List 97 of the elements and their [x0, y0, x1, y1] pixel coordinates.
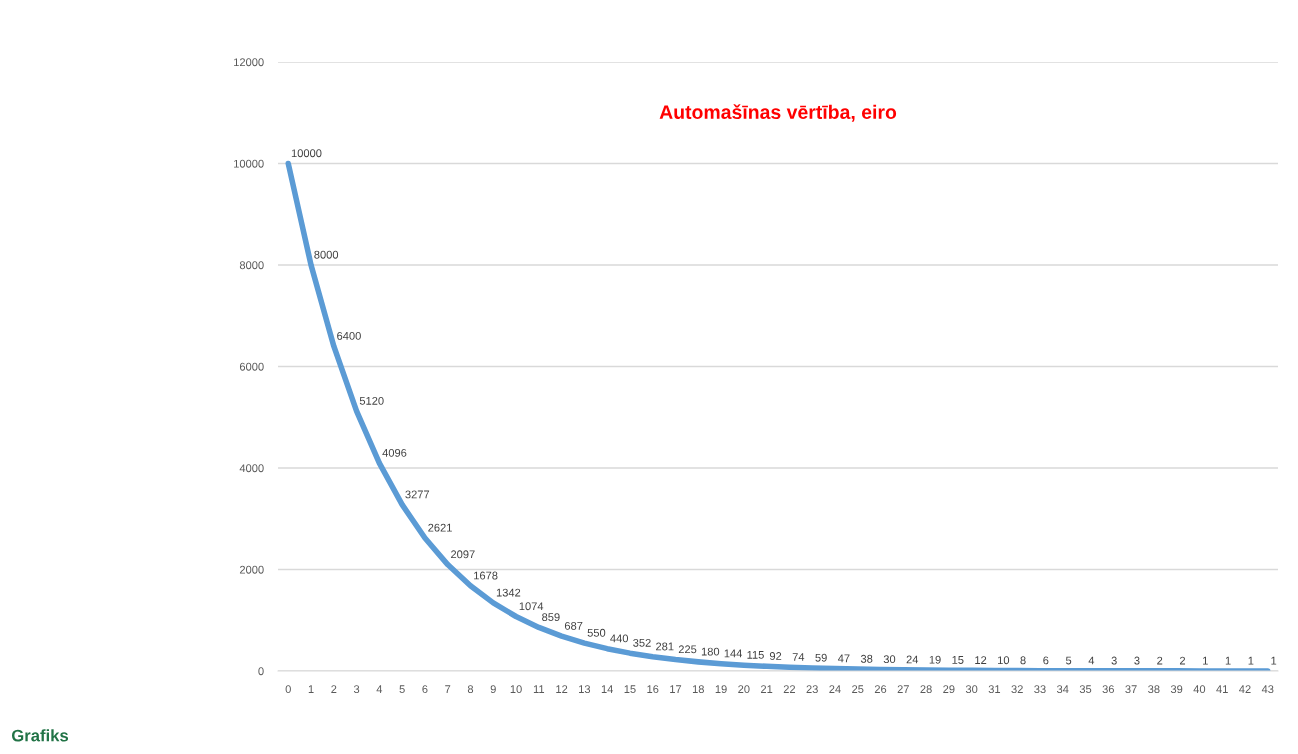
data-label: 8 — [1020, 656, 1026, 665]
x-tick-label: 23 — [806, 685, 818, 694]
data-label: 6400 — [337, 331, 361, 340]
data-label: 1 — [1225, 656, 1231, 665]
data-label: 2097 — [451, 550, 475, 559]
x-tick-label: 3 — [353, 685, 360, 694]
data-label: 2 — [1157, 656, 1163, 665]
x-tick-label: 32 — [1011, 685, 1023, 694]
x-tick-label: 12 — [556, 685, 568, 693]
data-label: 550 — [587, 628, 606, 637]
x-tick-label: 0 — [285, 685, 291, 694]
data-label: 859 — [542, 613, 560, 622]
text: Grafiks — [11, 729, 69, 742]
x-tick-label: 9 — [490, 685, 496, 694]
data-label: 352 — [633, 638, 651, 647]
data-label: 47 — [837, 654, 850, 663]
x-tick-label: 29 — [943, 685, 955, 694]
x-tick-label: 18 — [692, 685, 704, 694]
y-tick-label: 8000 — [239, 261, 264, 270]
data-label: 2621 — [428, 523, 452, 532]
data-label: 15 — [952, 656, 964, 664]
x-tick-label: 43 — [1261, 685, 1274, 694]
x-tick-label: 1 — [308, 685, 314, 693]
x-tick-label: 19 — [715, 685, 727, 694]
data-label: 92 — [769, 652, 782, 660]
data-label: 2 — [1179, 656, 1186, 665]
data-label: 144 — [724, 649, 743, 658]
x-tick-label: 7 — [445, 685, 451, 693]
data-label: 180 — [701, 647, 720, 656]
data-label: 1 — [1248, 656, 1254, 665]
data-label: 12 — [975, 656, 987, 664]
data-label: 8000 — [314, 250, 339, 259]
x-tick-label: 25 — [852, 685, 864, 694]
y-tick-label: 10000 — [234, 159, 264, 168]
x-tick-label: 27 — [897, 685, 909, 693]
x-tick-label: 8 — [467, 685, 474, 694]
data-label: 6 — [1043, 656, 1049, 665]
x-tick-label: 39 — [1170, 685, 1183, 694]
data-label: 59 — [815, 653, 827, 662]
data-label: 115 — [747, 651, 764, 659]
data-label: 24 — [906, 655, 919, 664]
x-tick-label: 42 — [1239, 685, 1251, 693]
data-label: 3 — [1134, 656, 1140, 665]
x-tick-label: 26 — [874, 685, 887, 694]
x-tick-label: 13 — [579, 685, 591, 694]
x-tick-label: 21 — [760, 685, 773, 693]
x-tick-label: 11 — [533, 685, 545, 693]
data-label: 1 — [1203, 656, 1208, 665]
data-label: 74 — [792, 653, 805, 661]
x-tick-label: 6 — [422, 685, 428, 694]
data-label: 30 — [883, 655, 896, 664]
data-label: 440 — [610, 634, 629, 643]
data-label: 4 — [1088, 656, 1095, 665]
x-tick-label: 22 — [783, 685, 796, 693]
x-tick-label: 24 — [829, 685, 841, 693]
y-tick-label: 0 — [258, 667, 264, 676]
y-tick-label: 4000 — [239, 464, 264, 473]
x-tick-label: 36 — [1102, 685, 1114, 694]
data-label: 1074 — [519, 602, 544, 611]
x-tick-label: 31 — [988, 685, 1001, 694]
x-tick-label: 33 — [1034, 685, 1046, 694]
data-label: 1342 — [496, 588, 521, 597]
x-tick-label: 10 — [510, 685, 522, 694]
data-label: 19 — [929, 655, 941, 664]
x-tick-label: 41 — [1216, 685, 1228, 693]
y-tick-label: 2000 — [239, 565, 264, 574]
data-label: 4096 — [382, 448, 407, 457]
text: Automašīnas vērtība, eiro — [659, 104, 897, 122]
data-label: 1678 — [474, 571, 498, 580]
x-tick-label: 30 — [965, 685, 978, 694]
x-tick-label: 16 — [647, 685, 659, 694]
data-label: 3277 — [405, 490, 430, 499]
data-label: 38 — [860, 654, 873, 663]
data-label: 10 — [998, 656, 1010, 665]
data-label: 1 — [1271, 656, 1277, 665]
data-label: 225 — [678, 645, 697, 654]
data-label: 3 — [1111, 656, 1117, 665]
data-label: 281 — [656, 642, 674, 651]
y-tick-label: 12000 — [234, 58, 264, 67]
x-tick-label: 4 — [376, 685, 383, 693]
x-tick-label: 15 — [624, 685, 636, 694]
x-tick-label: 20 — [738, 685, 750, 694]
x-tick-label: 14 — [601, 685, 614, 693]
x-tick-label: 35 — [1079, 685, 1092, 694]
x-tick-label: 37 — [1125, 685, 1137, 694]
data-label: 5120 — [359, 396, 384, 405]
x-tick-label: 34 — [1056, 685, 1069, 694]
x-tick-label: 5 — [399, 685, 405, 694]
y-tick-label: 6000 — [239, 362, 264, 371]
x-tick-label: 2 — [331, 685, 337, 693]
x-tick-label: 28 — [920, 685, 932, 694]
x-tick-label: 17 — [670, 685, 682, 693]
x-tick-label: 38 — [1148, 685, 1160, 694]
data-label: 10000 — [291, 149, 322, 158]
data-label: 5 — [1065, 656, 1072, 665]
x-tick-label: 40 — [1193, 685, 1206, 694]
data-label: 687 — [564, 621, 583, 630]
